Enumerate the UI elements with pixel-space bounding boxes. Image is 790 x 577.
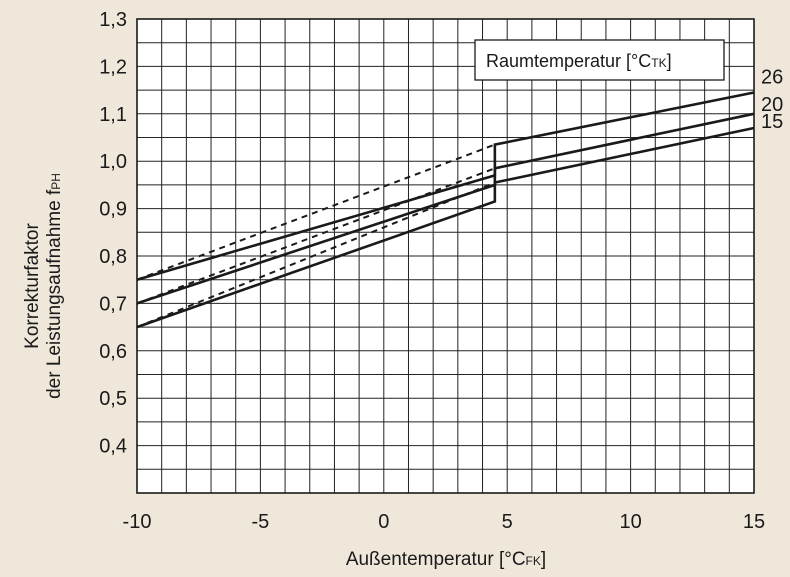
- y-tick-label: 1,0: [99, 151, 127, 173]
- grid: [136, 18, 755, 494]
- x-tick-label: -5: [252, 511, 270, 533]
- y-tick-label: 0,5: [99, 388, 127, 410]
- y-tick-label: 0,4: [99, 436, 127, 458]
- y-axis-title-line1: Korrekturfaktor: [22, 223, 43, 349]
- series-line-dashed: [136, 167, 496, 305]
- legend: Raumtemperatur [°CTK]: [474, 39, 725, 81]
- series-line-15: [136, 126, 755, 329]
- y-tick-label: 1,3: [99, 9, 127, 31]
- x-axis-title: Außentemperatur [°CFK]: [346, 549, 546, 570]
- legend-box: [474, 39, 725, 81]
- x-tick-label: 0: [378, 511, 389, 533]
- series-line-20: [136, 112, 755, 305]
- y-tick-label: 1,1: [99, 104, 127, 126]
- y-axis-title: Korrekturfaktor der Leistungsaufnahme fP…: [22, 173, 65, 399]
- y-tick-label: 0,6: [99, 341, 127, 363]
- x-tick-label: 5: [502, 511, 513, 533]
- y-tick-label: 0,7: [99, 293, 127, 315]
- x-tick-label: 15: [743, 511, 765, 533]
- y-axis-title-line2: der Leistungsaufnahme fPH: [44, 173, 65, 399]
- series-lines: [136, 91, 755, 329]
- y-tick-label: 1,2: [99, 56, 127, 78]
- series-line-dashed: [136, 143, 496, 281]
- legend-title: Raumtemperatur [°CTK]: [486, 51, 672, 71]
- tick-labels: -10 -5 0 5 10 15 0,4 0,5 0,6 0,7 0,8 0,9 1,0 1,1 1,2 1,…: [99, 9, 765, 533]
- y-tick-label: 0,8: [99, 246, 127, 268]
- series-label-20: 20: [761, 94, 783, 116]
- x-tick-label: 10: [619, 511, 641, 533]
- y-tick-label: 0,9: [99, 199, 127, 221]
- series-line-26: [136, 91, 755, 281]
- x-tick-label: -10: [123, 511, 152, 533]
- series-label-15: 15: [761, 111, 783, 133]
- series-line-dashed: [136, 181, 496, 329]
- plot-frame: [136, 18, 755, 494]
- series-label-26: 26: [761, 66, 783, 88]
